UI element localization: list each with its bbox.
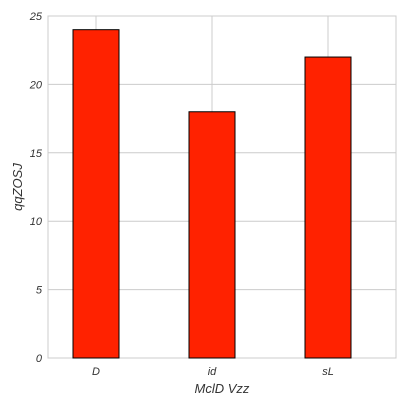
y-tick-label: 25 — [29, 11, 43, 23]
y-tick-label: 10 — [30, 216, 43, 228]
y-axis-label: qqZOSJ — [10, 163, 25, 211]
y-tick-label: 20 — [29, 79, 43, 91]
y-tick-labels: 0 5 10 15 20 25 — [29, 11, 43, 365]
y-tick-label: 0 — [36, 353, 43, 365]
bars — [72, 29, 352, 359]
x-tick-label: D — [92, 366, 100, 378]
bar-D — [72, 29, 120, 359]
y-tick-label: 5 — [36, 285, 43, 297]
x-axis-label: MclD Vzz — [195, 381, 250, 396]
x-tick-label: id — [208, 366, 217, 378]
y-tick-label: 15 — [30, 148, 43, 160]
bar-sL — [304, 56, 352, 359]
x-tick-label: sL — [322, 366, 334, 378]
bar-id — [188, 111, 236, 359]
